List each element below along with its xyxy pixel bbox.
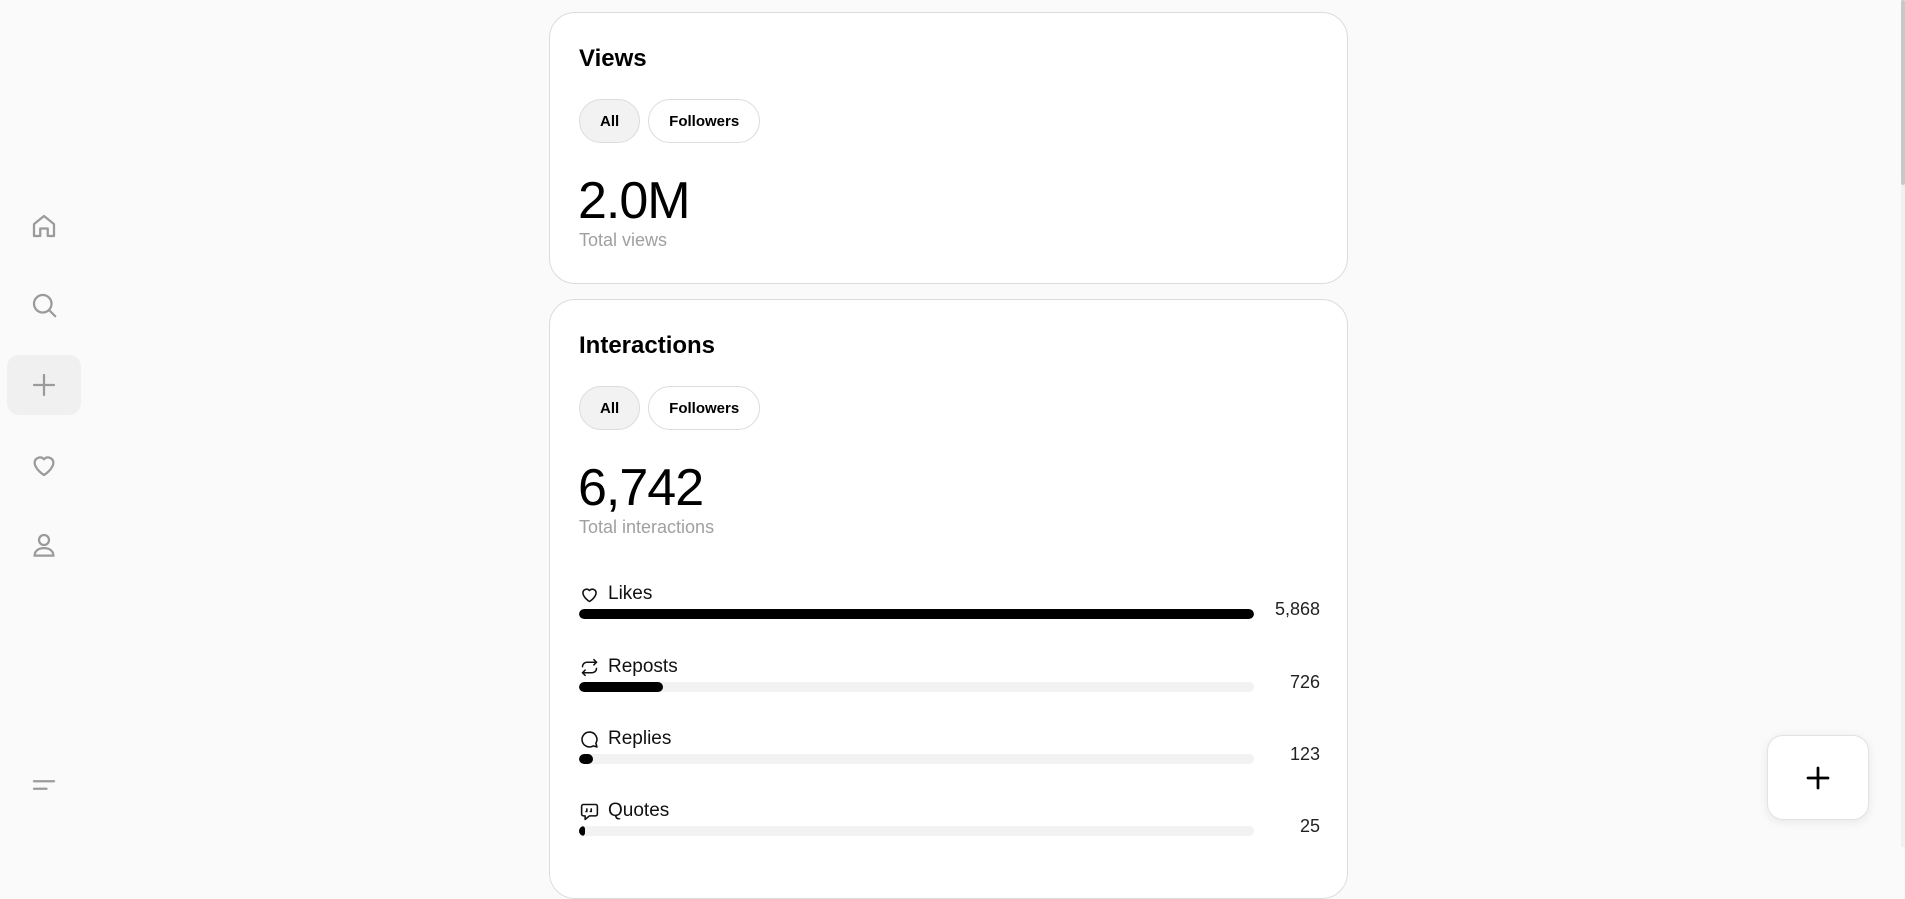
interactions-total-label: Total interactions [579, 517, 715, 537]
metric-reposts: Reposts 726 [579, 656, 1320, 716]
progress-fill [579, 754, 593, 764]
create-post-button[interactable] [1767, 735, 1869, 820]
metric-value: 123 [1289, 744, 1320, 764]
views-card: Views All Followers 2.0M Total views [549, 12, 1348, 284]
heart-icon [33, 456, 55, 477]
views-filters: All Followers [579, 99, 761, 143]
interactions-title: Interactions [579, 332, 716, 359]
nav-search[interactable] [7, 275, 81, 335]
nav-profile[interactable] [7, 515, 81, 575]
interactions-total: 6,742 [578, 459, 704, 517]
interactions-filter-followers[interactable]: Followers [648, 386, 761, 430]
progress-track [579, 754, 1254, 764]
scrollbar[interactable] [1901, 0, 1905, 847]
nav-menu[interactable] [7, 755, 81, 815]
interactions-filters: All Followers [579, 386, 761, 430]
user-icon [33, 533, 55, 557]
plus-icon [32, 373, 56, 397]
progress-track [579, 609, 1254, 619]
views-filter-all[interactable]: All [579, 99, 641, 143]
search-icon [32, 293, 57, 318]
views-title: Views [579, 45, 647, 72]
metric-value: 5,868 [1274, 599, 1320, 619]
views-filter-followers[interactable]: Followers [648, 99, 761, 143]
heart-icon [582, 587, 597, 602]
interactions-filter-all[interactable]: All [579, 386, 641, 430]
nav-home[interactable] [7, 196, 81, 256]
progress-track [579, 682, 1254, 692]
metric-value: 25 [1299, 816, 1320, 836]
interactions-card: Interactions All Followers 6,742 Total i… [549, 299, 1348, 899]
repost-icon [581, 658, 598, 676]
plus-icon [1806, 766, 1830, 789]
views-total-label: Total views [579, 230, 668, 250]
progress-fill [579, 609, 1254, 619]
metric-replies: Replies 123 [579, 728, 1320, 788]
scrollbar-thumb[interactable] [1901, 0, 1905, 185]
metric-label: Reposts [608, 656, 678, 677]
quote-icon [580, 803, 599, 820]
sidebar [0, 0, 90, 847]
menu-icon [32, 780, 56, 790]
reply-icon [581, 730, 598, 748]
nav-activity[interactable] [7, 435, 81, 495]
progress-track [579, 826, 1254, 836]
metric-quotes: Quotes 25 [579, 800, 1320, 860]
metric-label: Replies [608, 728, 672, 749]
metric-label: Quotes [608, 800, 670, 821]
progress-fill [579, 682, 663, 692]
home-icon [32, 214, 56, 238]
metric-value: 726 [1289, 672, 1320, 692]
progress-fill [579, 826, 585, 836]
metric-label: Likes [608, 583, 653, 604]
views-total: 2.0M [578, 172, 691, 230]
metric-likes: Likes 5,868 [579, 583, 1320, 643]
nav-create[interactable] [7, 355, 81, 415]
